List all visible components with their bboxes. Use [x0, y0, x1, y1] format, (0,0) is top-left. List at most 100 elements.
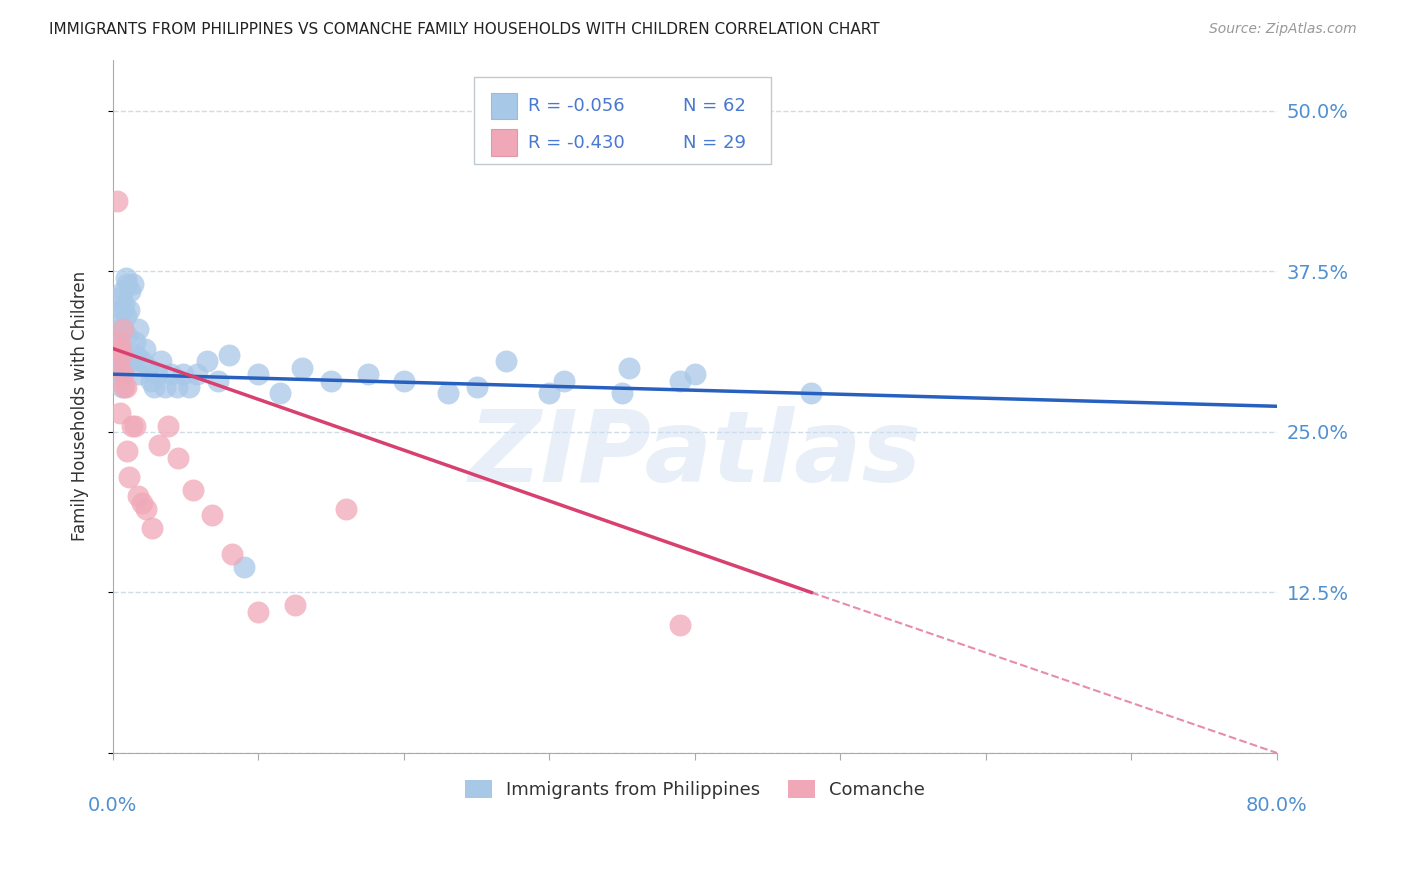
- Point: [392, 374, 415, 388]
- Point: [110, 342, 132, 356]
- Point: [107, 342, 129, 356]
- Point: [121, 418, 143, 433]
- Point: [112, 322, 135, 336]
- Point: [136, 360, 159, 375]
- Point: [356, 367, 378, 381]
- Point: [122, 277, 145, 292]
- Point: [218, 348, 240, 362]
- Point: [134, 342, 156, 356]
- Point: [610, 386, 633, 401]
- Point: [127, 489, 149, 503]
- Point: [742, 97, 765, 112]
- Point: [112, 360, 135, 375]
- Point: [284, 599, 307, 613]
- Point: [112, 322, 135, 336]
- Point: [110, 303, 132, 318]
- Point: [160, 367, 183, 381]
- Point: [110, 380, 132, 394]
- Point: [105, 194, 128, 208]
- Point: [114, 348, 136, 362]
- Point: [124, 335, 146, 350]
- Point: [800, 386, 823, 401]
- Text: R = -0.430: R = -0.430: [529, 134, 626, 152]
- Point: [115, 271, 138, 285]
- Point: [117, 444, 139, 458]
- Point: [107, 360, 129, 375]
- Point: [683, 367, 706, 381]
- Point: [117, 328, 139, 343]
- Point: [436, 386, 458, 401]
- Point: [149, 354, 172, 368]
- Point: [207, 374, 229, 388]
- Point: [108, 360, 131, 375]
- Point: [131, 354, 153, 368]
- Text: ZIPatlas: ZIPatlas: [468, 407, 921, 503]
- Point: [120, 284, 142, 298]
- Point: [108, 322, 131, 336]
- Point: [141, 521, 163, 535]
- Point: [669, 374, 692, 388]
- Point: [669, 617, 692, 632]
- Point: [186, 367, 208, 381]
- Point: [181, 483, 204, 497]
- Point: [114, 296, 136, 310]
- Point: [108, 290, 131, 304]
- Text: 0.0%: 0.0%: [89, 796, 138, 815]
- Point: [291, 360, 314, 375]
- Point: [107, 310, 129, 324]
- Point: [108, 335, 131, 350]
- Point: [148, 438, 170, 452]
- Point: [139, 374, 162, 388]
- Point: [112, 367, 135, 381]
- Point: [247, 367, 270, 381]
- Point: [221, 547, 243, 561]
- Point: [121, 354, 143, 368]
- Point: [619, 360, 641, 375]
- Text: N = 29: N = 29: [683, 134, 747, 152]
- Point: [128, 367, 150, 381]
- Point: [115, 380, 138, 394]
- Point: [142, 380, 165, 394]
- FancyBboxPatch shape: [491, 93, 517, 120]
- Point: [124, 418, 146, 433]
- Point: [105, 367, 128, 381]
- Point: [118, 303, 141, 318]
- Point: [157, 418, 180, 433]
- Legend: Immigrants from Philippines, Comanche: Immigrants from Philippines, Comanche: [457, 772, 932, 806]
- Point: [167, 450, 190, 465]
- Text: N = 62: N = 62: [683, 97, 747, 115]
- Point: [110, 348, 132, 362]
- Point: [538, 386, 561, 401]
- Point: [172, 367, 194, 381]
- Point: [335, 502, 357, 516]
- Point: [495, 354, 517, 368]
- Point: [131, 495, 153, 509]
- Point: [197, 354, 219, 368]
- Y-axis label: Family Households with Children: Family Households with Children: [72, 271, 89, 541]
- FancyBboxPatch shape: [474, 77, 770, 163]
- Text: IMMIGRANTS FROM PHILIPPINES VS COMANCHE FAMILY HOUSEHOLDS WITH CHILDREN CORRELAT: IMMIGRANTS FROM PHILIPPINES VS COMANCHE …: [49, 22, 880, 37]
- Point: [127, 322, 149, 336]
- FancyBboxPatch shape: [491, 129, 517, 156]
- Point: [125, 348, 148, 362]
- Point: [107, 348, 129, 362]
- Point: [145, 367, 167, 381]
- Point: [177, 380, 200, 394]
- Text: Source: ZipAtlas.com: Source: ZipAtlas.com: [1209, 22, 1357, 37]
- Point: [465, 380, 488, 394]
- Point: [553, 374, 575, 388]
- Text: 80.0%: 80.0%: [1246, 796, 1308, 815]
- Point: [232, 559, 254, 574]
- Point: [135, 502, 157, 516]
- Point: [201, 508, 224, 523]
- Point: [115, 310, 138, 324]
- Point: [118, 470, 141, 484]
- Point: [104, 354, 127, 368]
- Point: [247, 605, 270, 619]
- Point: [104, 342, 127, 356]
- Point: [269, 386, 291, 401]
- Point: [117, 277, 139, 292]
- Text: R = -0.056: R = -0.056: [529, 97, 626, 115]
- Point: [155, 380, 177, 394]
- Point: [105, 335, 128, 350]
